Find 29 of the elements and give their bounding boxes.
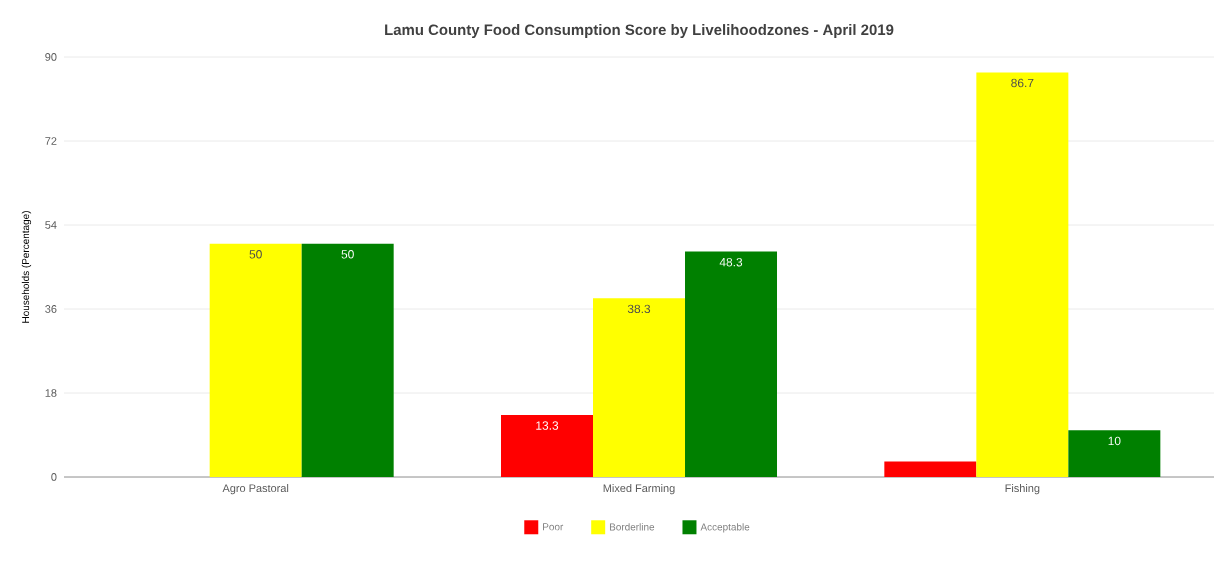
y-tick-label: 90 [45,53,57,61]
data-label: 38.3 [627,304,651,314]
bar [685,251,778,477]
data-label: 13.3 [536,421,559,430]
y-tick-label: 0 [51,473,57,481]
legend-label: Poor [543,523,564,531]
y-tick-label: 72 [45,137,57,145]
data-label: 10 [1108,436,1121,446]
bar [301,243,394,477]
chart-title: Lamu County Food Consumption Score by Livelihoodzones - April 2019 [385,24,894,38]
data-label: 50 [249,250,262,259]
x-tick-label: Agro Pastoral [222,484,289,495]
x-tick-label: Mixed Farming [603,484,675,495]
bar [209,243,302,477]
data-label: 50 [341,250,354,259]
y-tick-label: 54 [45,221,57,229]
data-label: 86.7 [1011,78,1034,88]
y-tick-label: 36 [45,305,57,313]
x-tick-label: Fishing [1005,484,1040,495]
legend-label: Acceptable [700,523,750,533]
bar [1068,430,1161,477]
data-label: 48.3 [719,257,743,267]
bar [501,414,593,477]
bar [884,461,977,477]
bar [593,298,686,477]
y-tick-label: 18 [45,389,57,397]
y-axis-title: Households (Percentage) [21,211,32,323]
legend-label: Borderline [609,523,655,531]
bar [976,72,1069,477]
